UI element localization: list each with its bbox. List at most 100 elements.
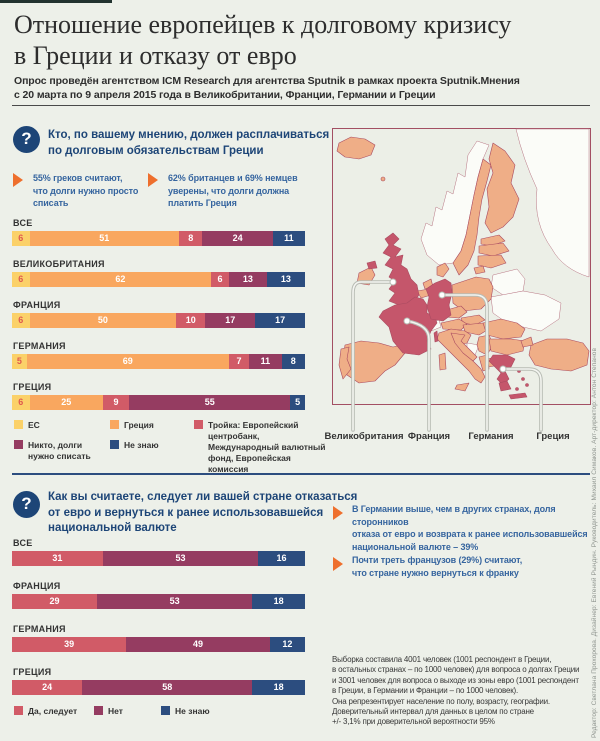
map-country-lithuania (477, 254, 507, 269)
bar-value: 25 (61, 397, 72, 407)
bar-value: 51 (99, 233, 110, 243)
question2-bar-chart: ВСЕ 31 53 16 ФРАНЦИЯ 29 53 18 ГЕРМАНИЯ 39 49 12 ГРЕЦ… (12, 538, 305, 710)
question1-title: Кто, по вашему мнению, должен расплачива… (48, 129, 330, 157)
bar-segment: 53 (102, 551, 259, 566)
map-country-romania (482, 318, 526, 340)
bar-segment: 6 (211, 272, 229, 287)
legend-label: ЕС (28, 420, 40, 430)
bar-segment: 29 (12, 594, 97, 609)
bar-segment: 24 (12, 680, 83, 695)
row-label: ГРЕЦИЯ (13, 667, 52, 677)
legend-item: Не знаю (161, 706, 210, 717)
map-label: Греция (536, 431, 570, 442)
question-icon: ? (13, 491, 40, 518)
bar-value: 24 (232, 233, 243, 243)
bar-value: 7 (236, 356, 242, 366)
arrow-icon (333, 506, 343, 520)
bar-value: 55 (204, 397, 215, 407)
legend-label: Не знаю (124, 440, 159, 450)
bar-row: 6 25 9 55 5 (12, 395, 305, 410)
bar-row: 39 49 12 (12, 637, 305, 652)
credits-text: Редактор: Светлана Прохорова. Дизайнер: … (591, 347, 598, 738)
bar-value: 58 (162, 682, 173, 692)
legend-swatch (14, 440, 23, 449)
question1-callout-2: 62% британцев и 69% немцев уверены, что … (168, 173, 298, 209)
bar-segment: 62 (29, 272, 212, 287)
legend-item: Греция (110, 420, 154, 431)
bar-segment: 18 (252, 594, 305, 609)
question-icon: ? (13, 126, 40, 153)
question1-bar-chart: ВСЕ 6 51 8 24 11 ВЕЛИКОБРИТАНИЯ 6 62 6 13 13 ФРАНЦИЯ… (12, 218, 305, 423)
legend-item: Тройка: Европейский центробанк, Междунар… (194, 420, 326, 475)
bar-segment: 6 (12, 313, 30, 328)
bar-value: 17 (275, 315, 286, 325)
bar-segment: 17 (255, 313, 305, 328)
row-label: ГРЕЦИЯ (13, 382, 52, 392)
bar-value: 53 (169, 596, 180, 606)
row-label: ФРАНЦИЯ (13, 581, 61, 591)
legend-swatch (161, 706, 170, 715)
bar-segment: 11 (272, 231, 305, 246)
bar-row: 6 51 8 24 11 (12, 231, 305, 246)
bar-segment: 16 (258, 551, 305, 566)
map-label: Франция (407, 431, 451, 442)
map-country-bulgaria (488, 338, 526, 356)
bar-value: 6 (18, 397, 24, 407)
bar-segment: 11 (249, 354, 282, 369)
legend-swatch (94, 706, 103, 715)
map-country-spain (342, 340, 406, 384)
legend-swatch (110, 440, 119, 449)
bar-segment: 5 (12, 354, 27, 369)
legend-item: Нет (94, 706, 123, 717)
bar-segment: 39 (12, 637, 127, 652)
page-title: Отношение европейцев к долговому кризису… (14, 10, 512, 70)
header-divider (12, 105, 590, 106)
question1-callout-1: 55% греков считают, что долги нужно прос… (33, 173, 139, 209)
bar-segment: 49 (126, 637, 270, 652)
legend-item: Да, следует (14, 706, 77, 717)
map-crete (508, 392, 528, 400)
bar-value: 29 (49, 596, 60, 606)
map-corsica (433, 330, 439, 343)
map-northern-ireland (366, 260, 378, 270)
bar-row: 29 53 18 (12, 594, 305, 609)
bar-value: 18 (273, 596, 284, 606)
legend-label: Никто, долги нужно списать (28, 440, 91, 462)
bar-value: 24 (42, 682, 53, 692)
europe-map (332, 128, 591, 432)
map-country-denmark (436, 262, 450, 278)
question2-callout-1: В Германии выше, чем в других странах, д… (352, 504, 588, 552)
legend-item: Никто, долги нужно списать (14, 440, 106, 462)
legend-label: Тройка: Европейский центробанк, Междунар… (208, 420, 326, 475)
bar-segment: 6 (12, 231, 30, 246)
bar-segment: 55 (129, 395, 291, 410)
map-country-iceland (336, 136, 376, 160)
legend-item: Не знаю (110, 440, 159, 451)
map-country-italy (436, 328, 486, 384)
bar-row: 24 58 18 (12, 680, 305, 695)
row-label: ВСЕ (13, 218, 33, 228)
map-callout-lines (351, 278, 543, 432)
map-country-finland (484, 142, 520, 234)
map-peloponnese (498, 380, 512, 392)
bar-value: 6 (18, 274, 24, 284)
map-faroe (380, 176, 386, 182)
bar-segment: 5 (290, 395, 305, 410)
bar-value: 11 (260, 356, 271, 366)
bar-segment: 6 (12, 395, 30, 410)
map-label: Германия (468, 431, 514, 442)
bar-segment: 13 (228, 272, 267, 287)
bar-row: 31 53 16 (12, 551, 305, 566)
top-edge-strip (0, 0, 112, 3)
legend-swatch (110, 420, 119, 429)
map-country-germany (425, 278, 453, 322)
map-country-turkey (528, 338, 590, 372)
legend-label: Не знаю (175, 706, 210, 716)
bar-row: 5 69 7 11 8 (12, 354, 305, 369)
bar-value: 18 (273, 682, 284, 692)
map-sardinia (438, 352, 447, 371)
bar-value: 16 (276, 553, 287, 563)
row-label: ВСЕ (13, 538, 33, 548)
bar-value: 12 (282, 639, 293, 649)
